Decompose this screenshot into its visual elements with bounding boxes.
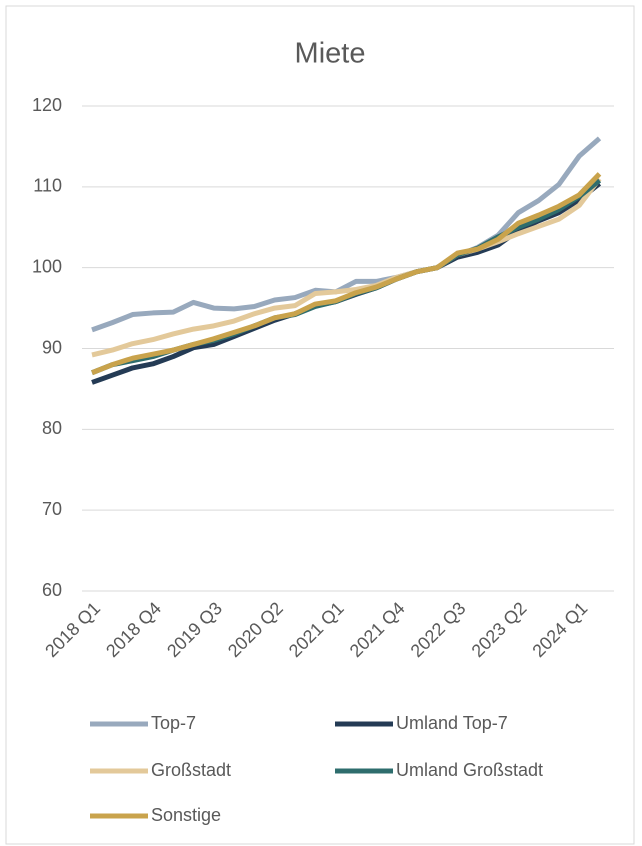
legend-label: Top-7 [151, 713, 196, 733]
chart-frame [5, 5, 635, 845]
legend-label: Umland Top-7 [396, 713, 508, 733]
y-tick-label: 120 [32, 95, 62, 115]
y-tick-label: 60 [42, 580, 62, 600]
y-tick-label: 80 [42, 418, 62, 438]
series-line [91, 172, 602, 376]
legend-label: Großstadt [151, 760, 231, 780]
series-line [91, 136, 602, 333]
chart-title: Miete [295, 38, 366, 70]
series-line [91, 177, 602, 358]
legend-label: Sonstige [151, 805, 221, 825]
y-tick-label: 110 [33, 176, 62, 196]
legend-label: Umland Großstadt [396, 760, 543, 780]
y-tick-label: 90 [42, 337, 62, 357]
y-tick-label: 100 [32, 256, 62, 276]
y-tick-label: 70 [42, 499, 62, 519]
